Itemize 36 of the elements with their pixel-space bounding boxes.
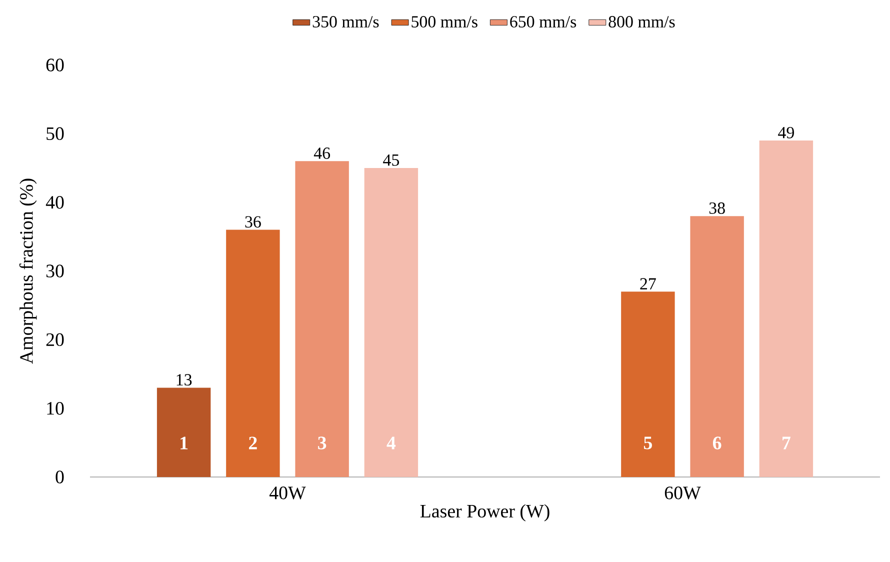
legend-label: 350 mm/s: [312, 16, 379, 28]
data-label: 36: [245, 216, 261, 228]
legend-label: 500 mm/s: [412, 16, 478, 28]
data-label: 49: [778, 126, 794, 138]
bar: [295, 161, 349, 477]
y-tick-label: 0: [56, 470, 64, 484]
bar: [364, 168, 418, 477]
data-label: 38: [709, 202, 725, 214]
data-label: 46: [314, 148, 330, 159]
annotation: 5: [644, 436, 652, 450]
bar: [156, 388, 211, 477]
annotation: 7: [782, 436, 790, 450]
legend-label: 650 mm/s: [510, 16, 576, 28]
y-tick-label: 60: [46, 58, 64, 72]
legend-label: 800 mm/s: [608, 16, 675, 28]
bar: [759, 140, 814, 477]
annotation: 4: [386, 436, 396, 450]
data-label: 13: [176, 374, 192, 386]
x-tick-label: 60W: [664, 486, 701, 500]
bar: [690, 216, 744, 477]
y-axis-title: Amorphous fraction (%): [19, 178, 37, 364]
x-axis-title: Laser Power (W): [420, 504, 550, 522]
bar: [621, 292, 675, 477]
y-tick-label: 40: [46, 196, 64, 209]
y-tick-label: 10: [47, 402, 64, 415]
x-tick-label: 40W: [269, 486, 306, 500]
y-tick-label: 30: [46, 264, 64, 278]
annotation: 6: [712, 436, 722, 450]
data-label: 45: [383, 154, 400, 166]
bar: [226, 230, 280, 477]
annotation: 2: [249, 436, 257, 450]
y-tick-label: 20: [46, 333, 64, 346]
y-tick-label: 50: [46, 127, 64, 140]
annotation: 1: [180, 436, 188, 450]
annotation: 3: [318, 436, 326, 450]
data-label: 27: [640, 278, 656, 290]
